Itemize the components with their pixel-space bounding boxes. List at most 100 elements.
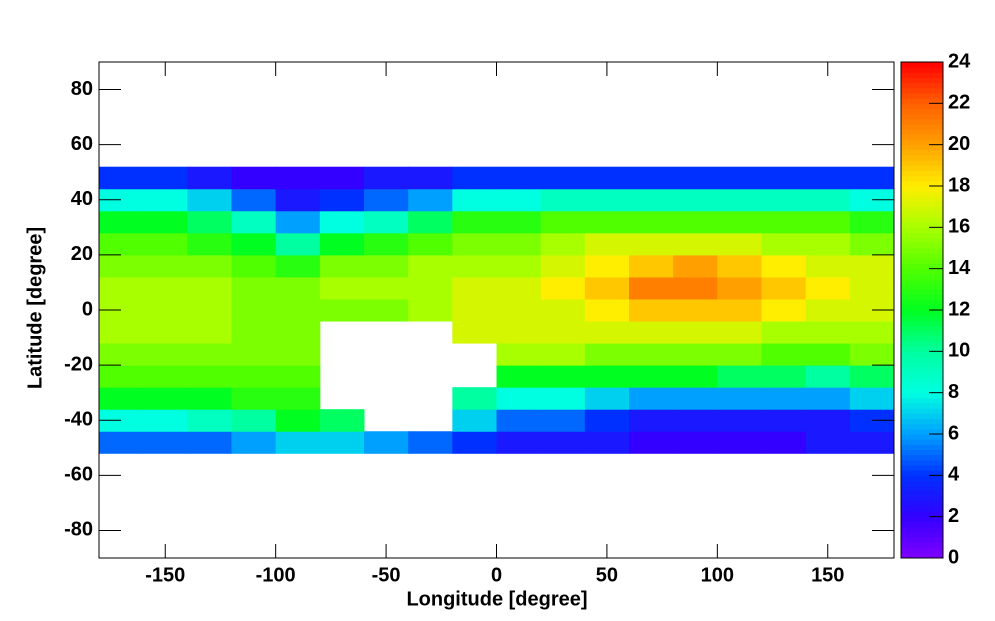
heatmap-cell [761,166,807,190]
heatmap-cell [143,387,188,410]
heatmap-cell [275,343,321,366]
heatmap-cell [408,298,453,322]
heatmap-cell [231,188,277,212]
heatmap-cell [143,365,188,388]
colorbar-band [901,139,943,146]
colorbar-band [901,356,943,363]
heatmap-cell [673,210,718,234]
colorbar-band [901,372,943,378]
heatmap-cell [187,166,232,190]
heatmap-cell [99,365,144,388]
heatmap-cell [717,431,762,454]
y-tick-label: 0 [82,298,93,320]
heatmap-cell [673,232,718,256]
heatmap-cell [717,276,762,300]
colorbar-band [901,118,943,125]
colorbar-band [901,315,943,321]
heatmap-cell [805,254,851,278]
colorbar-band [901,124,943,130]
colorbar-band [901,470,943,476]
colorbar-band [901,211,943,218]
x-tick-label: 150 [811,564,844,586]
colorbar-band [901,454,943,461]
heatmap-cell [629,431,674,454]
heatmap-cell [275,387,321,410]
heatmap-cell [231,409,277,432]
colorbar-band [901,289,943,295]
colorbar-band [901,382,943,388]
heatmap-cell [584,343,630,366]
heatmap-cell [584,365,630,388]
heatmap-cell [143,188,188,212]
heatmap-cell [99,343,144,366]
heatmap-cell [629,232,674,256]
colorbar-tick-label: 12 [948,298,970,320]
colorbar-band [901,144,943,151]
colorbar-band [901,516,943,523]
heatmap-cell [187,298,232,322]
colorbar-band [901,108,943,115]
heatmap-cell [849,276,895,300]
colorbar-band [901,191,943,197]
heatmap-cell [673,431,718,454]
colorbar-band [901,377,943,383]
heatmap-cell [673,387,718,410]
heatmap-cell [319,254,365,278]
heatmap-cell [143,298,188,322]
colorbar-band [901,475,943,481]
heatmap-cell [629,409,674,432]
heatmap-cell [540,298,586,322]
colorbar-band [901,537,943,543]
heatmap-cell [629,166,674,190]
x-tick-label: -150 [145,564,185,586]
heatmap-cell [364,431,409,454]
heatmap-cell [761,321,807,344]
colorbar-band [901,459,943,466]
heatmap-cell [629,210,674,234]
colorbar-band [901,299,943,306]
heatmap-cell [143,166,188,190]
heatmap-cell [805,210,851,234]
heatmap-cell [761,365,807,388]
colorbar-band [901,227,943,233]
y-tick-label: 20 [71,243,93,265]
colorbar-band [901,330,943,337]
heatmap-cell [187,409,232,432]
heatmap-cell [540,365,586,388]
heatmap-cell [496,232,542,256]
heatmap-cell [761,387,807,410]
heatmap-cell [849,232,895,256]
colorbar-band [901,511,943,518]
heatmap-cell [761,232,807,256]
colorbar-band [901,310,943,316]
heatmap-cell [805,276,851,300]
colorbar-band [901,485,943,492]
heatmap-cell [187,343,232,366]
heatmap-cell [275,321,321,344]
heatmap-cell [143,409,188,432]
heatmap-cell [496,210,542,234]
heatmap-cell [761,254,807,278]
colorbar-band [901,186,943,192]
colorbar-band [901,237,943,244]
heatmap-cell [496,188,542,212]
colorbar-band [901,113,943,120]
heatmap-cell [143,210,188,234]
heatmap-cell [849,254,895,278]
heatmap-cell [143,254,188,278]
y-tick-label: 40 [71,188,93,210]
colorbar-band [901,542,943,549]
colorbar-band [901,263,943,270]
heatmap-cell [143,276,188,300]
heatmap-cell [452,387,497,410]
heatmap-cell [319,276,365,300]
heatmap-cell [408,276,453,300]
colorbar-tick-label: 14 [948,257,971,279]
colorbar-tick-label: 24 [948,50,971,72]
colorbar-tick-label: 4 [948,464,960,486]
heatmap-cell [849,431,895,454]
heatmap-cell [452,409,497,432]
colorbar-band [901,418,943,425]
heatmap-cell [629,365,674,388]
